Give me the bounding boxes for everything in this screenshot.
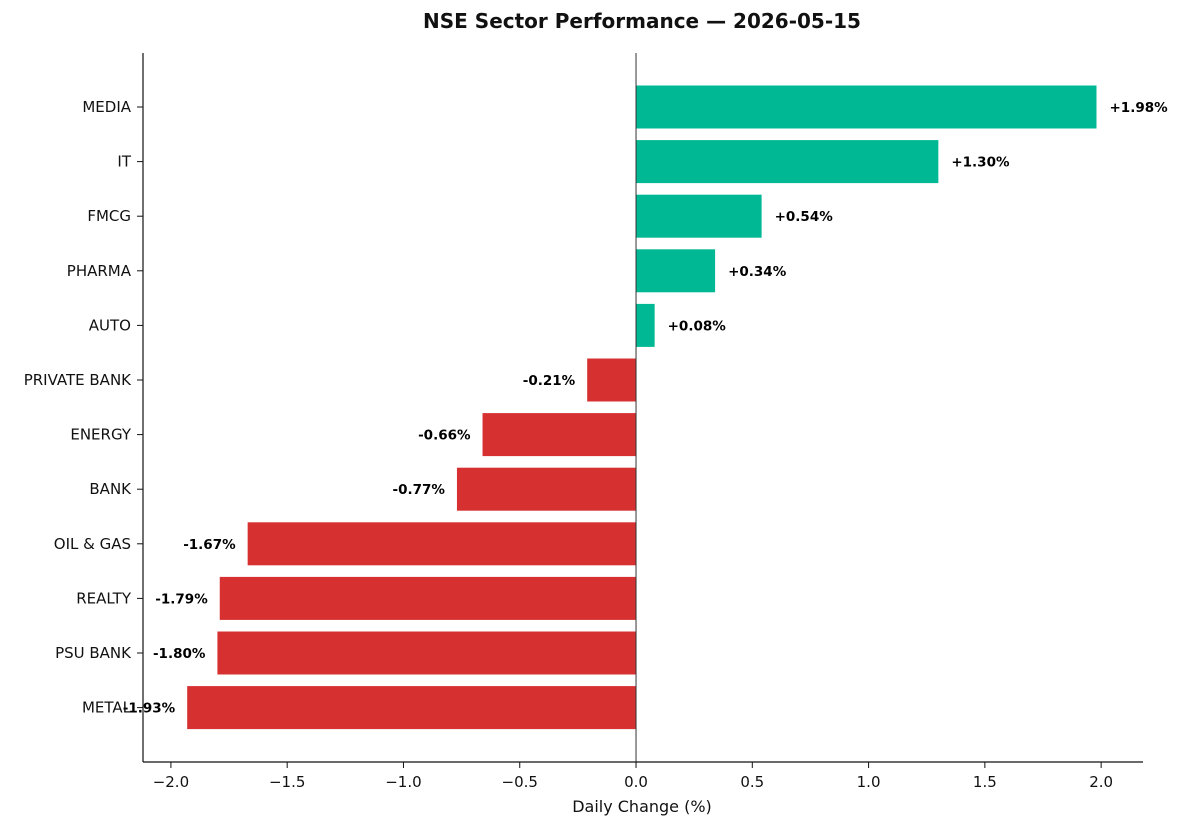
data-label-metal: -1.93% [123, 701, 176, 717]
x-tick-label: 1.5 [973, 773, 997, 791]
data-label-auto: +0.08% [668, 318, 727, 334]
x-tick-label: −2.0 [153, 773, 189, 791]
y-axis: MEDIA IT FMCG PHARMA AUTO PRIVATE BANK ENERGY B… [24, 53, 144, 762]
y-tick-label-bank: BANK [89, 480, 132, 498]
x-axis-label: Daily Change (%) [572, 797, 712, 816]
y-tick-label-it: IT [117, 153, 131, 171]
data-label-private-bank: -0.21% [523, 373, 576, 389]
bar-it [636, 140, 939, 184]
y-tick-label-media: MEDIA [82, 98, 131, 116]
y-tick-label-private-bank: PRIVATE BANK [24, 371, 132, 389]
y-tick-label-metal: METAL [82, 699, 132, 717]
bar-oil-gas [247, 522, 637, 566]
bar-fmcg [636, 194, 762, 238]
chart-title: NSE Sector Performance — 2026-05-15 [423, 9, 861, 33]
y-tick-label-fmcg: FMCG [87, 207, 131, 225]
x-tick-label: −1.0 [385, 773, 421, 791]
bar-psu-bank [217, 631, 637, 675]
bar-metal [187, 686, 637, 730]
bars-group: +1.98% +1.30% +0.54% +0.34% +0.08% -0.21% -0.6… [123, 53, 1168, 762]
y-tick-label-oil-gas: OIL & GAS [54, 535, 131, 553]
bar-realty [219, 576, 637, 620]
x-tick-label: 2.0 [1089, 773, 1113, 791]
data-label-media: +1.98% [1109, 100, 1168, 116]
data-label-fmcg: +0.54% [775, 209, 834, 225]
data-label-realty: -1.79% [155, 591, 208, 607]
data-label-pharma: +0.34% [728, 264, 787, 280]
bar-auto [636, 303, 655, 347]
x-tick-label: 0.5 [740, 773, 764, 791]
x-tick-label: −1.5 [269, 773, 305, 791]
data-label-bank: -0.77% [393, 482, 446, 498]
x-tick-label: 0.0 [624, 773, 648, 791]
x-tick-label: −0.5 [502, 773, 538, 791]
data-label-oil-gas: -1.67% [183, 537, 236, 553]
bar-private-bank [587, 358, 637, 402]
y-tick-label-pharma: PHARMA [67, 262, 132, 280]
y-tick-label-psu-bank: PSU BANK [55, 644, 132, 662]
x-axis: −2.0 −1.5 −1.0 −0.5 0.0 0.5 1.0 1.5 2.0 [143, 761, 1143, 791]
y-tick-label-auto: AUTO [89, 316, 131, 334]
bar-bank [456, 467, 637, 511]
bar-media [636, 85, 1097, 129]
data-label-energy: -0.66% [418, 428, 471, 444]
y-tick-label-energy: ENERGY [70, 426, 131, 444]
bar-energy [482, 413, 637, 457]
data-label-psu-bank: -1.80% [153, 646, 206, 662]
bar-pharma [636, 249, 716, 293]
x-tick-label: 1.0 [857, 773, 881, 791]
y-tick-label-realty: REALTY [76, 589, 132, 607]
data-label-it: +1.30% [951, 155, 1010, 171]
